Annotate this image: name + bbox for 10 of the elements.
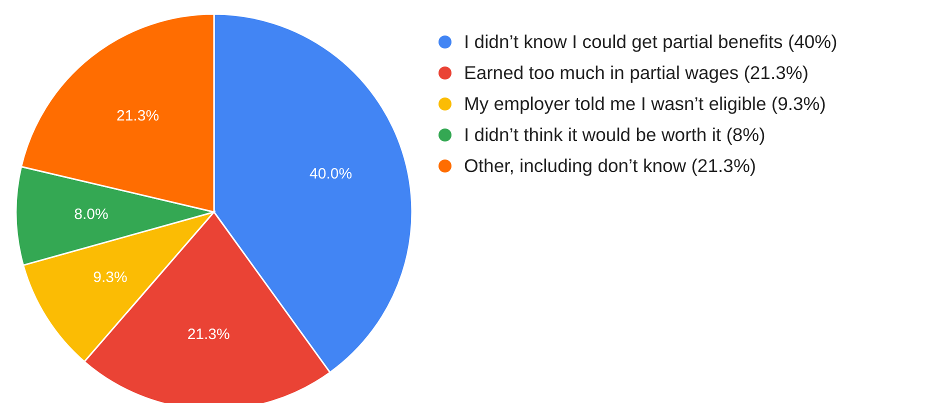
data-label: 8.0% <box>74 206 108 224</box>
data-label: 21.3% <box>116 107 160 124</box>
data-label: 9.3% <box>93 269 128 286</box>
legend-label: Other, including don’t know (21.3%) <box>464 154 756 176</box>
data-label: 40.0% <box>310 166 352 183</box>
data-label: 21.3% <box>187 326 230 344</box>
legend-label: I didn’t know I could get partial benefits (40%) <box>464 30 838 52</box>
legend-label: My employer told me I wasn’t eligible (9.3%) <box>464 92 826 114</box>
legend-label: Earned too much in partial wages (21.3%) <box>464 62 808 84</box>
legend-label: I didn’t think it would be worth it (8%) <box>464 124 766 146</box>
